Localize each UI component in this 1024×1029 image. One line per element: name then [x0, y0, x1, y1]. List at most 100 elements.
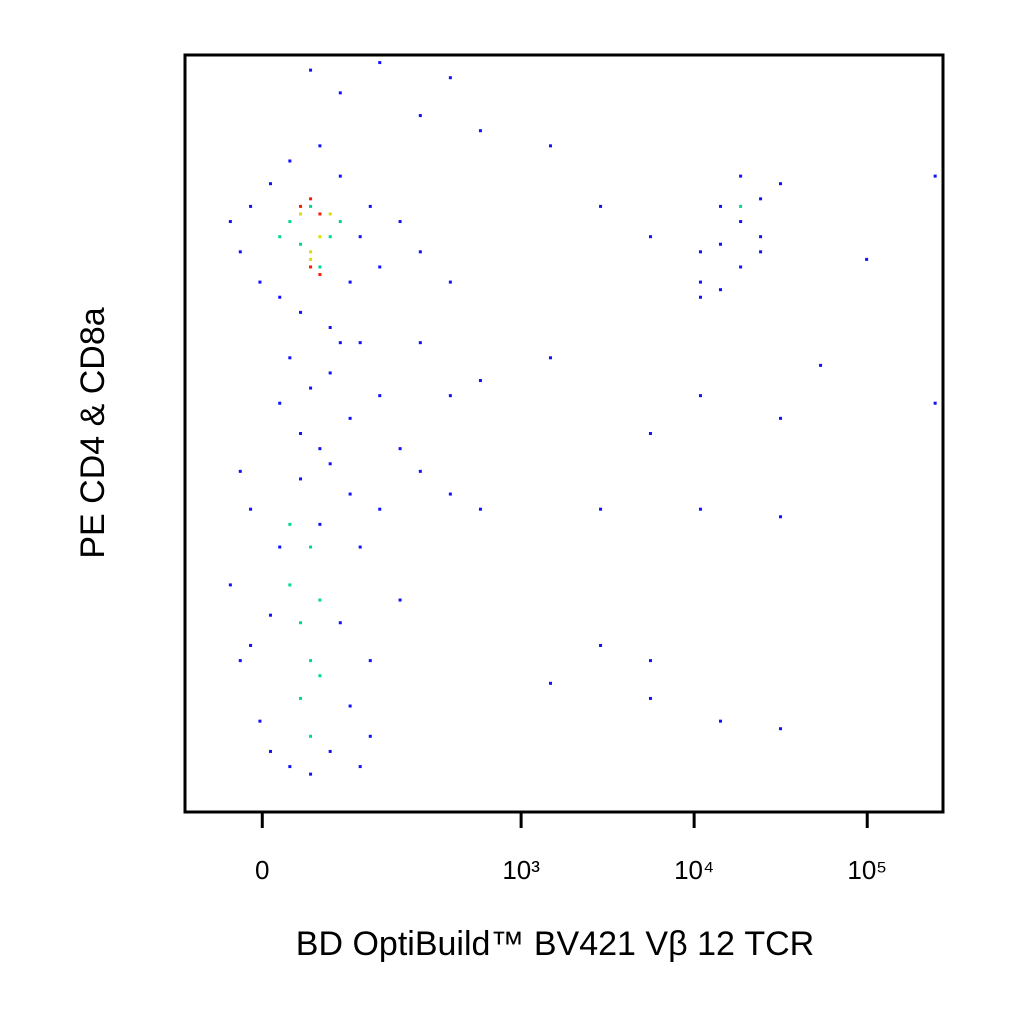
- y-axis-label: PE CD4 & CD8a: [74, 307, 112, 558]
- data-point: [318, 235, 322, 239]
- data-point: [318, 674, 322, 678]
- data-point: [328, 462, 332, 466]
- data-point: [698, 394, 702, 398]
- data-point: [288, 220, 292, 224]
- data-point: [288, 159, 292, 163]
- data-point: [318, 212, 322, 216]
- data-point: [378, 507, 382, 511]
- data-point: [698, 280, 702, 284]
- data-point: [278, 295, 282, 299]
- data-point: [478, 129, 482, 133]
- data-point: [299, 696, 303, 700]
- data-point: [548, 356, 552, 360]
- data-point: [309, 772, 313, 776]
- data-point: [368, 734, 372, 738]
- data-point: [448, 492, 452, 496]
- data-point: [258, 280, 262, 284]
- data-point: [418, 341, 422, 345]
- data-point: [318, 522, 322, 526]
- data-point: [398, 220, 402, 224]
- data-point: [309, 734, 313, 738]
- data-point: [933, 174, 937, 178]
- data-point: [228, 583, 232, 587]
- x-tick-label: 10⁴: [674, 855, 714, 885]
- data-point: [348, 704, 352, 708]
- data-point: [249, 507, 253, 511]
- data-point: [309, 545, 313, 549]
- data-point: [759, 235, 763, 239]
- data-point: [238, 659, 242, 663]
- data-point: [448, 394, 452, 398]
- data-point: [338, 91, 342, 95]
- data-point: [348, 492, 352, 496]
- data-point: [759, 197, 763, 201]
- data-point: [309, 386, 313, 390]
- data-point: [779, 182, 783, 186]
- data-point: [249, 643, 253, 647]
- data-point: [398, 447, 402, 451]
- data-point: [318, 447, 322, 451]
- data-point: [478, 507, 482, 511]
- data-point: [299, 621, 303, 625]
- data-point: [309, 250, 313, 254]
- data-point: [338, 621, 342, 625]
- data-point: [648, 432, 652, 435]
- data-point: [309, 204, 313, 208]
- data-point: [698, 295, 702, 299]
- data-point: [299, 310, 303, 314]
- data-point: [288, 583, 292, 587]
- data-point: [278, 545, 282, 549]
- x-tick-label: 0: [255, 855, 269, 885]
- data-point: [338, 220, 342, 224]
- data-point: [718, 719, 722, 723]
- data-point: [348, 280, 352, 284]
- data-point: [698, 507, 702, 511]
- data-point: [718, 204, 722, 208]
- data-point: [228, 220, 232, 224]
- data-point: [318, 265, 322, 269]
- data-point: [418, 469, 422, 473]
- data-point: [309, 265, 313, 269]
- data-point: [933, 401, 937, 405]
- data-point: [779, 515, 783, 519]
- data-point: [328, 212, 332, 216]
- data-point: [348, 416, 352, 420]
- data-point: [378, 61, 382, 65]
- data-point: [309, 659, 313, 663]
- data-point: [478, 379, 482, 383]
- data-point: [648, 235, 652, 239]
- data-point: [865, 257, 869, 261]
- data-point: [309, 197, 313, 201]
- data-point: [779, 416, 783, 420]
- data-point: [358, 765, 362, 769]
- data-point: [358, 341, 362, 345]
- data-point: [368, 204, 372, 208]
- data-point: [299, 432, 303, 435]
- data-point: [739, 204, 743, 208]
- data-point: [278, 235, 282, 239]
- data-point: [739, 220, 743, 224]
- data-point: [718, 242, 722, 246]
- x-tick-label: 10³: [502, 855, 540, 885]
- data-point: [249, 204, 253, 208]
- data-point: [448, 280, 452, 284]
- data-point: [328, 235, 332, 239]
- data-point: [548, 681, 552, 685]
- data-point: [338, 174, 342, 178]
- data-point: [739, 265, 743, 269]
- x-tick-label: 10⁵: [847, 855, 887, 885]
- data-point: [548, 144, 552, 148]
- data-point: [278, 401, 282, 405]
- data-point: [299, 477, 303, 481]
- data-point: [378, 394, 382, 398]
- plot-frame: [183, 53, 945, 814]
- data-point: [418, 250, 422, 254]
- data-point: [268, 749, 272, 753]
- data-point: [258, 719, 262, 723]
- data-point: [358, 235, 362, 239]
- data-point: [299, 242, 303, 246]
- data-point: [288, 522, 292, 526]
- x-axis-label: BD OptiBuild™ BV421 Vβ 12 TCR: [296, 925, 814, 963]
- data-point: [318, 598, 322, 602]
- data-point: [698, 250, 702, 254]
